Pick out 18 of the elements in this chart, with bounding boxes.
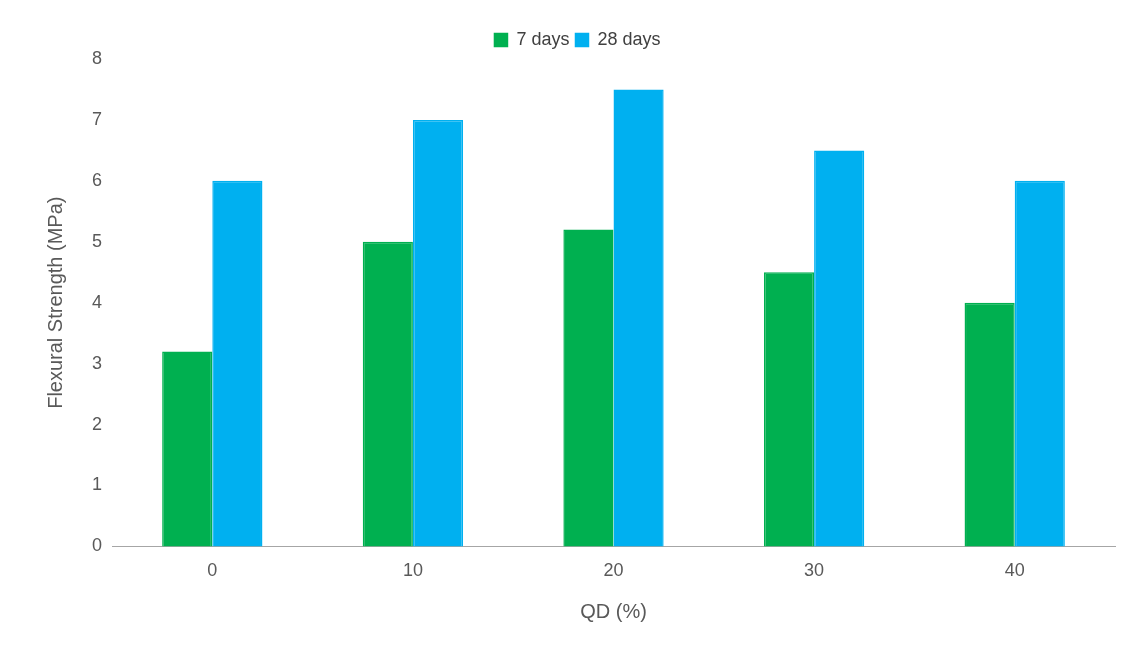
legend-label: 7 days	[516, 28, 570, 49]
y-tick-label: 5	[92, 230, 103, 251]
x-tick-label: 20	[603, 560, 624, 581]
x-tick-label: 0	[207, 560, 218, 581]
y-tick-label: 0	[92, 535, 103, 556]
x-tick-label: 40	[1004, 560, 1025, 581]
y-tick-label: 4	[92, 291, 103, 312]
x-axis-title: QD (%)	[580, 599, 647, 622]
y-tick-label: 7	[92, 108, 103, 129]
x-tick-label: 30	[804, 560, 825, 581]
legend-label: 28 days	[597, 28, 661, 49]
y-tick-label: 2	[92, 413, 103, 434]
y-tick-label: 8	[92, 47, 103, 68]
y-tick-label: 6	[92, 169, 103, 190]
y-tick-label: 1	[92, 474, 103, 495]
x-tick-label: 10	[402, 560, 423, 581]
y-tick-label: 3	[92, 352, 103, 373]
y-axis-title: Flexural Strength (MPa)	[43, 196, 66, 409]
